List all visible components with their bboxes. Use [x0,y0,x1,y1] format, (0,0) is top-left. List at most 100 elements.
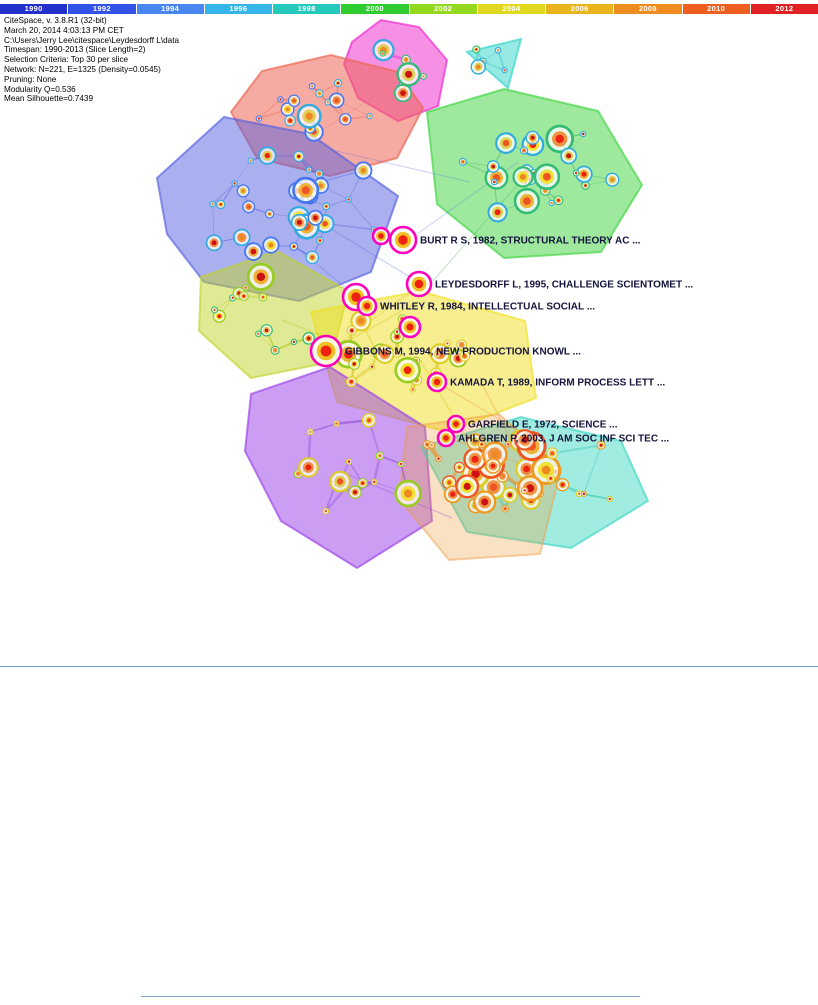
node-core [599,443,603,447]
node-core [491,450,499,459]
node-core [264,152,271,159]
edge [583,444,602,495]
cluster-hull-cyan-top-right [464,37,523,90]
node-core [491,164,496,169]
node-core [344,350,353,359]
node-core [313,215,318,221]
node-core [405,70,413,78]
edge [324,488,346,512]
node-core [292,98,296,103]
node-core [430,443,433,447]
node-core [368,115,371,118]
node-label: GARFIELD E, 1972, SCIENCE ... [468,420,618,431]
cluster-hull-purple-bottom [243,365,434,570]
metadata-line: Selection Criteria: Top 30 per slice [4,55,129,65]
metadata-block: CiteSpace, v. 3.8.R1 (32-bit) March 20, 2… [4,16,179,104]
node-core [360,167,366,174]
node-core [350,329,354,332]
node-core [231,296,234,299]
node-label: LEYDESDORFF L, 1995, CHALLENGE SCIENTOME… [435,280,693,291]
node-core [411,388,414,391]
metadata-line: Pruning: None [4,74,57,84]
node-core [378,454,382,457]
node-core [471,469,480,479]
node-core [507,492,513,498]
timeline-segment-2002: 2002 [409,4,477,14]
node-core [381,52,384,55]
edge [552,444,602,455]
node-core [297,154,301,159]
node-core [404,489,413,498]
node-core [363,302,371,310]
timeline-segment-1992: 1992 [68,4,136,14]
timeline-segment-2012: 2012 [750,4,818,14]
node-core [542,172,551,181]
timeline-segment-2008: 2008 [614,4,682,14]
metadata-line: Timespan: 1990-2013 (Slice Length=2) [4,45,146,55]
node-core [610,177,615,182]
timeline-segment-2004: 2004 [477,4,545,14]
node-core [406,323,414,331]
node-core [373,480,376,484]
citation-network-diagram: BURT R S, 1982, STRUCTURAL THEORY AC ...… [155,18,693,570]
node-label: GIBBONS M, 1994, NEW PRODUCTION KNOWL ..… [345,347,581,358]
node-core [560,482,565,487]
metadata-line: Mean Silhouette=0.7439 [4,94,93,104]
node-labels: BURT R S, 1982, STRUCTURAL THEORY AC ...… [345,236,693,445]
metadata-line: Network: N=221, E=1325 (Density=0.0545) [4,64,161,74]
metadata-line: Modularity Q=0.536 [4,84,76,94]
node-core [582,132,585,136]
edge [348,199,375,230]
node-core [577,492,581,495]
node-core [584,184,587,187]
node-core [555,134,564,144]
node-core [241,189,246,193]
node-core [305,464,312,471]
edge [258,98,281,119]
node-core [557,198,560,202]
node-core [336,81,340,85]
edge [431,181,521,283]
node-core [279,98,282,101]
node-core [446,342,449,345]
node-core [395,330,399,333]
node-core [301,186,310,195]
timeline-segment-1994: 1994 [136,4,204,14]
node-core [310,255,315,260]
node-core [541,465,551,475]
node-core [450,491,456,497]
node-core [219,203,223,206]
node-core [414,279,424,289]
metadata-line: CiteSpace, v. 3.8.R1 (32-bit) [4,16,107,25]
node-core [523,197,531,206]
node-label: AHLGREN P, 2003, J AM SOC INF SCI TEC ..… [458,434,669,445]
node-core [351,292,361,302]
node-core [318,92,321,95]
node-core [250,248,257,255]
node-core [437,457,440,460]
node-core [334,98,339,103]
metadata-line: C:\Users\Jerry Lee\citespace\Leydesdorff… [4,35,180,45]
node-core [249,159,252,162]
node-label: BURT R S, 1982, STRUCTURAL THEORY AC ... [420,236,641,247]
node-core [264,328,269,333]
edge [497,50,506,71]
node-core [285,107,290,112]
node-core [443,435,449,441]
node-core [475,48,478,51]
node-core [261,295,265,299]
bridge-edges [281,81,541,519]
node-core [292,245,296,248]
node-core [239,234,245,240]
node-core [503,507,507,510]
node-core [256,272,266,281]
node-core [366,418,372,423]
edge [497,50,506,71]
node-core [522,149,526,152]
node-core [453,421,459,427]
node-core [257,117,261,120]
node-core [480,443,483,446]
node-core [574,171,578,175]
node-core [257,332,260,335]
node-core [217,314,222,319]
